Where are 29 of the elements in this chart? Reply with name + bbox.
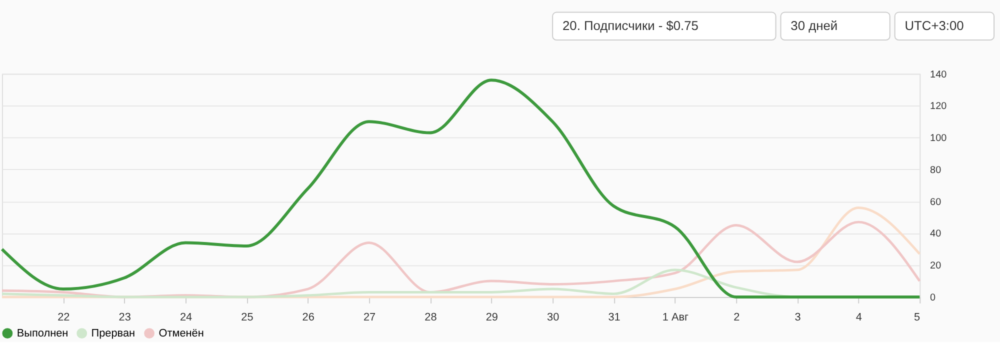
x-tick-label: 31: [608, 311, 620, 324]
x-tick-label: 26: [302, 311, 314, 324]
legend-label: Прерван: [91, 327, 136, 340]
x-tick-label: 5: [914, 311, 920, 324]
x-tick-label: 4: [856, 311, 862, 324]
x-tick-label: 28: [424, 311, 437, 324]
y-tick-label: 140: [930, 69, 948, 80]
y-tick-label: 40: [930, 228, 942, 240]
legend-label: Выполнен: [16, 327, 68, 340]
text: UTC+3:00: [904, 18, 964, 34]
text: 20. Подписчики - $0.75: [562, 18, 698, 34]
x-tick-label: 1 Авг: [662, 311, 689, 324]
x-tick-label: 2: [734, 311, 740, 324]
x-tick-label: 22: [58, 311, 70, 324]
x-tick-label: 23: [118, 311, 131, 324]
x-tick-label: 24: [180, 311, 192, 324]
y-tick-label: 80: [930, 164, 942, 176]
y-tick-label: 60: [930, 196, 942, 208]
y-tick-label: 0: [930, 292, 936, 304]
x-tick-label: 3: [794, 311, 801, 324]
x-tick-label: 27: [363, 311, 376, 324]
y-tick-label: 100: [930, 133, 948, 144]
y-tick-label: 120: [930, 101, 948, 112]
x-tick-label: 30: [547, 311, 560, 324]
text: 30 дней: [790, 18, 838, 34]
y-tick-label: 20: [930, 260, 942, 272]
legend-label: Отменён: [158, 327, 204, 340]
x-tick-label: 29: [486, 311, 498, 324]
x-tick-label: 25: [241, 311, 254, 324]
